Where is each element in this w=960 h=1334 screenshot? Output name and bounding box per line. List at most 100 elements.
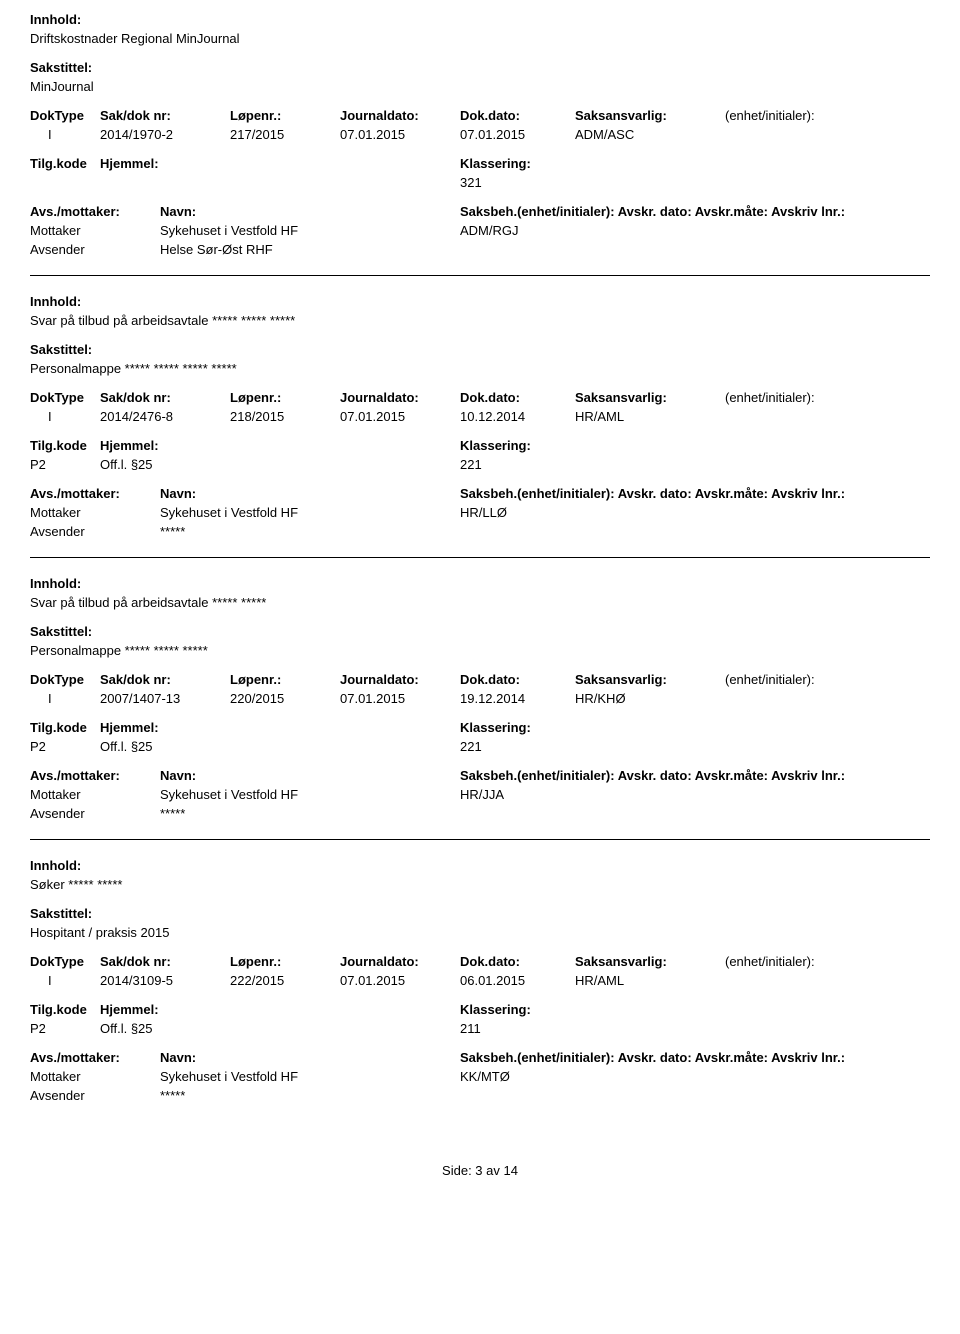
hjemmel-value: Off.l. §25 [100, 739, 460, 754]
dokdato-value: 07.01.2015 [460, 127, 575, 142]
saksansvarlig-label: Saksansvarlig: [575, 108, 725, 123]
tilgkode-label: Tilg.kode [30, 1002, 100, 1017]
mottaker-navn: Sykehuset i Vestfold HF [160, 787, 460, 802]
journal-entry: Innhold: Svar på tilbud på arbeidsavtale… [30, 576, 930, 821]
enhet-value [725, 127, 930, 142]
sakdok-label: Sak/dok nr: [100, 954, 230, 969]
avsender-unit [460, 524, 930, 539]
mottaker-role: Mottaker [30, 1069, 160, 1084]
avsmottaker-label: Avs./mottaker: [30, 768, 160, 783]
hjemmel-value: Off.l. §25 [100, 457, 460, 472]
journaldato-value: 07.01.2015 [340, 691, 460, 706]
hjemmel-value [100, 175, 460, 190]
avsmottaker-label: Avs./mottaker: [30, 204, 160, 219]
mottaker-role: Mottaker [30, 223, 160, 238]
enhet-label: (enhet/initialer): [725, 672, 930, 687]
avsender-unit [460, 806, 930, 821]
journal-entry: Innhold: Driftskostnader Regional MinJou… [30, 12, 930, 257]
klassering-label: Klassering: [460, 1002, 531, 1017]
sakstittel-value: Hospitant / praksis 2015 [30, 925, 930, 940]
mottaker-row: Mottaker Sykehuset i Vestfold HF ADM/RGJ [30, 223, 930, 238]
journal-entry: Innhold: Svar på tilbud på arbeidsavtale… [30, 294, 930, 539]
sakstittel-value: MinJournal [30, 79, 930, 94]
innhold-label: Innhold: [30, 576, 930, 591]
avsender-row: Avsender Helse Sør-Øst RHF [30, 242, 930, 257]
doktype-label: DokType [30, 672, 100, 687]
header-row: DokType Sak/dok nr: Løpenr.: Journaldato… [30, 390, 930, 405]
dokdato-value: 19.12.2014 [460, 691, 575, 706]
mottaker-unit: KK/MTØ [460, 1069, 930, 1084]
mottaker-navn: Sykehuset i Vestfold HF [160, 223, 460, 238]
tilgkode-label: Tilg.kode [30, 720, 100, 735]
lopenr-value: 222/2015 [230, 973, 340, 988]
innhold-label: Innhold: [30, 858, 930, 873]
saksansvarlig-label: Saksansvarlig: [575, 954, 725, 969]
sakstittel-label: Sakstittel: [30, 906, 930, 921]
saksbeh-label: Saksbeh.(enhet/initialer): Avskr. dato: … [460, 1050, 930, 1065]
avsmot-header: Avs./mottaker: Navn: Saksbeh.(enhet/init… [30, 768, 930, 783]
lopenr-label: Løpenr.: [230, 954, 340, 969]
mottaker-unit: HR/LLØ [460, 505, 930, 520]
journaldato-label: Journaldato: [340, 390, 460, 405]
innhold-label: Innhold: [30, 12, 930, 27]
value-row: I 2014/2476-8 218/2015 07.01.2015 10.12.… [30, 409, 930, 424]
doktype-label: DokType [30, 954, 100, 969]
tilgkode-value: P2 [30, 739, 100, 754]
dokdato-label: Dok.dato: [460, 672, 575, 687]
klassering-label: Klassering: [460, 156, 531, 171]
entry-separator [30, 839, 930, 840]
doktype-value: I [30, 409, 100, 424]
dokdato-label: Dok.dato: [460, 390, 575, 405]
sakdok-value: 2014/2476-8 [100, 409, 230, 424]
tilgkode-value [30, 175, 100, 190]
klassering-label: Klassering: [460, 438, 531, 453]
hjemmel-value: Off.l. §25 [100, 1021, 460, 1036]
journal-entry: Innhold: Søker ***** ***** Sakstittel: H… [30, 858, 930, 1103]
journaldato-value: 07.01.2015 [340, 409, 460, 424]
innhold-label: Innhold: [30, 294, 930, 309]
header-row: DokType Sak/dok nr: Løpenr.: Journaldato… [30, 108, 930, 123]
dokdato-label: Dok.dato: [460, 108, 575, 123]
avsender-row: Avsender ***** [30, 1088, 930, 1103]
avsender-navn: ***** [160, 806, 460, 821]
doktype-label: DokType [30, 390, 100, 405]
saksansvarlig-label: Saksansvarlig: [575, 390, 725, 405]
tilgkode-value: P2 [30, 1021, 100, 1036]
klassering-value: 211 [460, 1021, 481, 1036]
tilg-row-values: P2 Off.l. §25 221 [30, 457, 930, 472]
hjemmel-label: Hjemmel: [100, 156, 460, 171]
header-row: DokType Sak/dok nr: Løpenr.: Journaldato… [30, 672, 930, 687]
saksansvarlig-value: ADM/ASC [575, 127, 725, 142]
avsender-unit [460, 242, 930, 257]
lopenr-value: 218/2015 [230, 409, 340, 424]
tilg-row-labels: Tilg.kode Hjemmel: Klassering: [30, 720, 930, 735]
sakdok-value: 2007/1407-13 [100, 691, 230, 706]
saksbeh-label: Saksbeh.(enhet/initialer): Avskr. dato: … [460, 486, 930, 501]
saksansvarlig-value: HR/AML [575, 973, 725, 988]
tilg-row-values: 321 [30, 175, 930, 190]
avsender-navn: Helse Sør-Øst RHF [160, 242, 460, 257]
avsmottaker-label: Avs./mottaker: [30, 486, 160, 501]
hjemmel-label: Hjemmel: [100, 1002, 460, 1017]
sakdok-value: 2014/1970-2 [100, 127, 230, 142]
value-row: I 2014/3109-5 222/2015 07.01.2015 06.01.… [30, 973, 930, 988]
avsmottaker-label: Avs./mottaker: [30, 1050, 160, 1065]
tilg-row-labels: Tilg.kode Hjemmel: Klassering: [30, 438, 930, 453]
tilg-row-values: P2 Off.l. §25 211 [30, 1021, 930, 1036]
avsender-navn: ***** [160, 524, 460, 539]
journaldato-label: Journaldato: [340, 108, 460, 123]
doktype-value: I [30, 973, 100, 988]
sakstittel-value: Personalmappe ***** ***** ***** [30, 643, 930, 658]
doktype-value: I [30, 691, 100, 706]
lopenr-value: 217/2015 [230, 127, 340, 142]
innhold-value: Driftskostnader Regional MinJournal [30, 31, 930, 46]
innhold-value: Svar på tilbud på arbeidsavtale ***** **… [30, 595, 930, 610]
document-container: Innhold: Driftskostnader Regional MinJou… [30, 12, 930, 1103]
mottaker-row: Mottaker Sykehuset i Vestfold HF HR/JJA [30, 787, 930, 802]
lopenr-label: Løpenr.: [230, 672, 340, 687]
mottaker-unit: HR/JJA [460, 787, 930, 802]
doktype-label: DokType [30, 108, 100, 123]
avsmot-header: Avs./mottaker: Navn: Saksbeh.(enhet/init… [30, 486, 930, 501]
hjemmel-label: Hjemmel: [100, 438, 460, 453]
tilg-row-labels: Tilg.kode Hjemmel: Klassering: [30, 1002, 930, 1017]
